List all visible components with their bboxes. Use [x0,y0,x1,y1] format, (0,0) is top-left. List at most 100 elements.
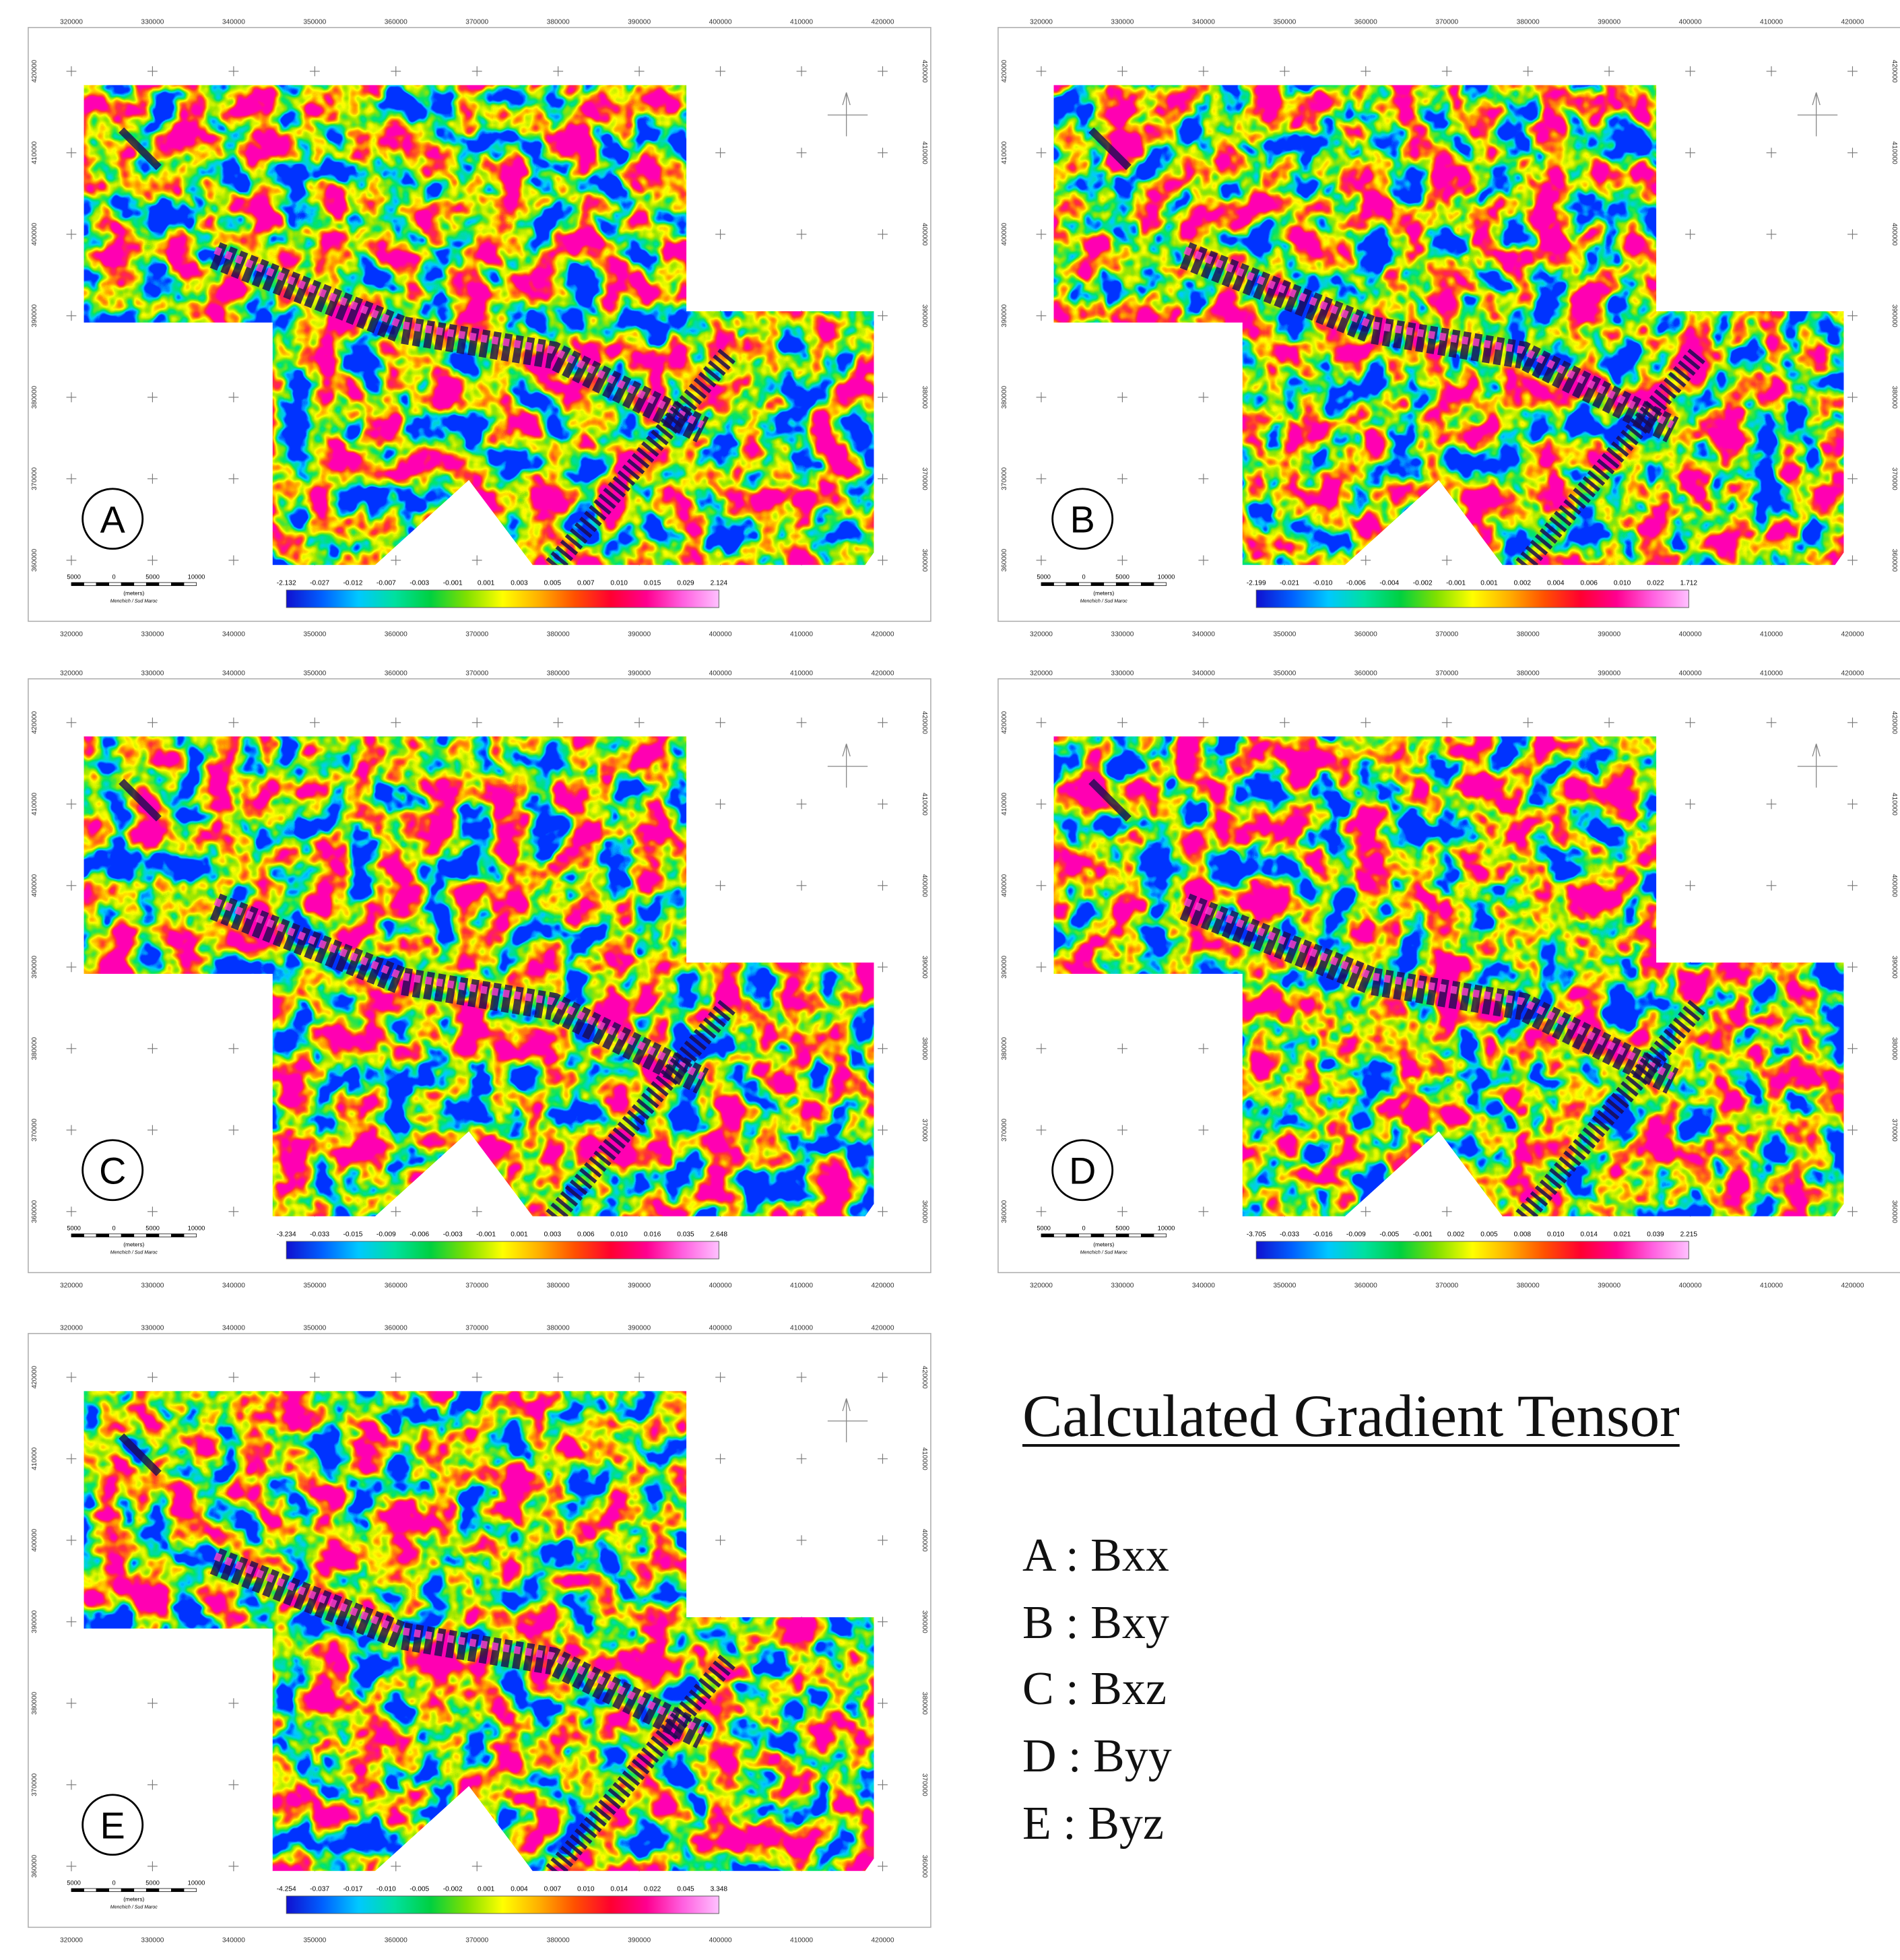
grid-cross [796,1372,807,1383]
grid-cross [1766,717,1777,728]
y-tick-label: 380000 [1001,386,1008,409]
scale-bar-label: 5000 [1037,1224,1051,1231]
grid-cross [878,1372,888,1383]
scale-bar-label: 0 [112,573,115,580]
panel-label: D [1069,1150,1096,1192]
colorbar-label: -0.010 [1313,580,1333,587]
x-tick-label: 410000 [1760,631,1783,639]
scale-bar-segment [1041,1233,1054,1237]
grid-cross [1198,473,1209,484]
scale-bar-label: 5000 [1115,573,1129,580]
grid-cross [1198,66,1209,77]
x-tick-label: 350000 [1273,631,1296,639]
x-tick-label: 370000 [465,18,488,26]
colorbar-label: 0.021 [1614,1231,1631,1239]
x-tick-label: 390000 [1598,631,1620,639]
grid-cross [1685,229,1696,240]
y-tick-label: 370000 [921,1773,928,1796]
map-credit: Menchich / Sud Maroc [110,599,158,604]
grid-cross [878,1779,888,1790]
grid-cross [878,1861,888,1872]
y-tick-label: 380000 [31,1692,38,1715]
grid-cross [66,1206,77,1217]
scale-bar-segment [145,582,160,586]
grid-cross [147,66,158,77]
x-tick-label: 390000 [628,631,651,639]
x-tick-label: 350000 [303,631,326,639]
x-tick-label: 360000 [1354,18,1377,26]
y-tick-label: 360000 [31,1200,38,1223]
grid-cross [1036,555,1047,566]
grid-cross [1036,473,1047,484]
colorbar-label: -0.001 [476,1231,496,1239]
scale-bar-segment [145,1888,160,1892]
grid-cross [1117,1206,1127,1217]
colorbar-label: 0.010 [610,580,628,587]
scale-bar-segment [108,1233,122,1237]
scale-bar-segment [1153,582,1167,586]
grid-cross [1847,229,1858,240]
map-panel: 320000 320000 330000 330000 340000 340000 3500… [28,669,931,1290]
colorbar-label: 0.014 [1580,1231,1598,1239]
grid-cross [1036,392,1047,403]
grid-cross [228,1698,239,1709]
y-tick-label: 360000 [921,1200,928,1223]
y-tick-label: 370000 [31,1119,38,1142]
grid-cross [1847,799,1858,810]
colorbar-label: 0.010 [1547,1231,1565,1239]
scale-bar-segment [96,582,110,586]
x-tick-label: 380000 [547,1324,570,1332]
grid-cross [471,717,482,728]
grid-cross [147,1779,158,1790]
y-tick-label: 420000 [1001,711,1008,733]
scale-bar-segment [133,582,147,586]
grid-cross [147,1372,158,1383]
grid-cross [796,229,807,240]
y-tick-label: 420000 [921,60,928,83]
grid-cross [1847,962,1858,973]
colorbar-label: 2.215 [1680,1231,1698,1239]
scale-bar-unit: (meters) [123,589,144,596]
y-tick-label: 400000 [1891,223,1898,246]
colorbar-label: 0.008 [1514,1231,1532,1239]
scale-bar-label: 5000 [67,1879,81,1886]
x-tick-label: 350000 [1273,1282,1296,1290]
grid-cross [878,1453,888,1464]
grid-cross [391,717,401,728]
grid-cross [66,311,77,321]
colorbar-label: 0.001 [511,1231,528,1239]
colorbar-label: 1.712 [1680,580,1698,587]
colorbar-label: 0.003 [544,1231,562,1239]
grid-cross [1847,66,1858,77]
grid-cross [147,1698,158,1709]
grid-cross [1361,66,1371,77]
y-tick-label: 400000 [1001,222,1008,245]
y-tick-label: 370000 [921,467,928,490]
north-arrow [1797,744,1838,788]
grid-cross [1847,880,1858,891]
colorbar-label: -0.001 [1413,1231,1433,1239]
grid-cross [1847,148,1858,158]
lineament [545,348,735,565]
lineament [1515,348,1705,565]
colorbar-label: -0.012 [343,580,363,587]
x-tick-label: 340000 [1192,669,1215,677]
y-tick-label: 380000 [921,386,928,409]
x-tick-label: 370000 [465,1937,488,1945]
scale-bar-segment [158,1233,172,1237]
grid-cross [1117,555,1127,566]
grid-cross [1847,392,1858,403]
grid-cross [1198,555,1209,566]
grid-cross [1847,1206,1858,1217]
grid-cross [228,1861,239,1872]
grid-cross [471,555,482,566]
colorbar-label: 0.002 [1447,1231,1465,1239]
y-tick-label: 410000 [921,141,928,164]
grid-cross [1361,555,1371,566]
grid-cross [1036,880,1047,891]
y-tick-label: 390000 [31,304,38,327]
x-tick-label: 420000 [1841,1282,1864,1290]
grid-cross [1117,473,1127,484]
y-tick-label: 380000 [921,1692,928,1715]
scale-bar-segment [1128,1233,1142,1237]
